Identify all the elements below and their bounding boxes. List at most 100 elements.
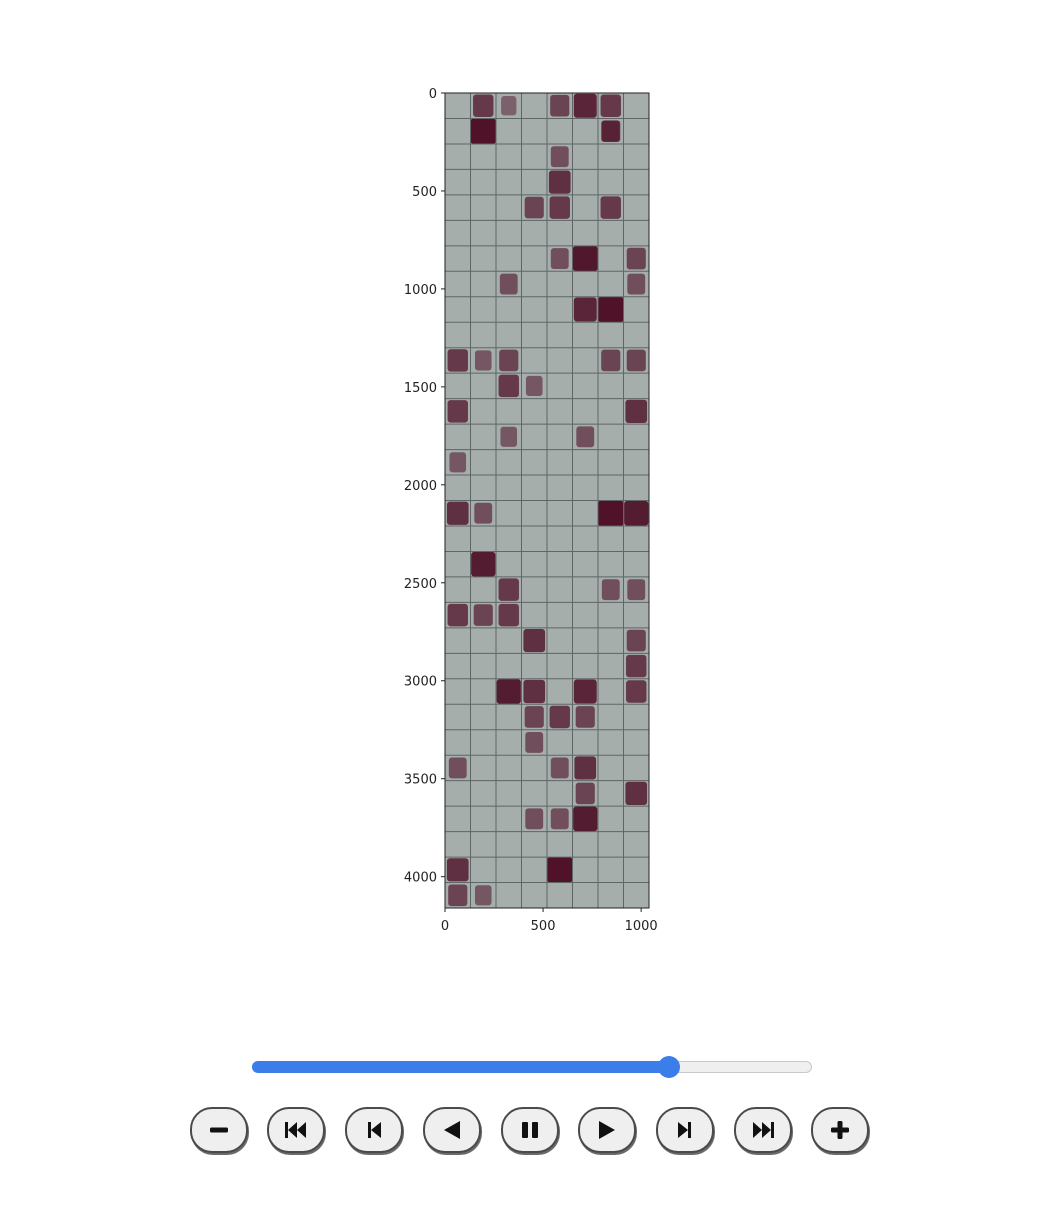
last-frame-button[interactable] [734,1107,792,1153]
filter-tile-highlight [573,93,597,118]
filter-tile-highlight [449,452,467,473]
step-forward-button[interactable] [656,1107,714,1153]
axes-frame [444,92,650,909]
filter-tile-highlight [525,732,544,753]
filter-tile-highlight [473,604,493,626]
filter-tile-highlight [550,94,570,117]
filter-tile-highlight [501,96,517,116]
skip-to-end-icon [753,1122,774,1138]
filter-tile-highlight [575,782,595,805]
first-frame-button[interactable] [267,1107,325,1153]
filter-tile-highlight [447,400,468,423]
filter-tile-highlight [523,628,546,653]
filter-tile-highlight [525,375,543,396]
play-reverse-icon [444,1121,460,1139]
play-icon [599,1121,615,1139]
filter-tile-highlight [496,679,521,704]
filter-tile-highlight [626,349,646,372]
y-tick-label: 3500 [404,773,437,788]
filter-tile-highlight [600,94,621,117]
filter-tile-highlight [600,196,621,219]
filter-tile-highlight [470,118,496,144]
increase-speed-button[interactable] [811,1107,869,1153]
filter-tile-highlight [573,679,597,704]
image-figure: 0 500 1000 1500 2000 2500 3000 3500 4000 0 500 100… [404,87,658,934]
filter-tile-highlight [448,884,468,907]
filter-tile-highlight [573,806,598,832]
slider-thumb[interactable] [658,1056,681,1078]
filter-tile-highlight [525,808,544,830]
filter-tile-highlight [550,808,569,830]
filter-tile-highlight [626,247,646,270]
plus-icon [831,1121,849,1139]
filter-tile-highlight [572,246,598,272]
filter-tile-highlight [523,679,546,704]
filter-tile-highlight [598,296,624,323]
filter-tile-highlight [474,350,492,371]
filter-tile-highlight [601,120,620,142]
filter-tile-highlight [626,654,647,678]
filter-tile-highlight [447,349,468,372]
x-tick-label: 500 [531,919,556,934]
filter-tile-highlight [626,680,647,703]
filter-tile-highlight [446,858,469,882]
filter-tile-highlight [626,629,646,652]
pause-icon [522,1122,538,1138]
minus-icon [210,1127,228,1133]
y-tick-label: 500 [412,185,437,200]
filter-tile-highlight [498,603,519,627]
filter-tile-highlight [550,757,569,779]
filter-tile-highlight [625,399,648,423]
filter-tile-highlight [447,603,468,627]
filter-tile-highlight [624,500,649,526]
filter-tile-highlight [625,781,648,805]
step-back-button[interactable] [345,1107,403,1153]
filter-tile-highlight [549,196,570,219]
step-back-icon [368,1122,381,1138]
filter-tile-highlight [550,146,569,168]
filter-tile-highlight [576,426,595,448]
filter-tile-highlight [498,578,519,601]
filter-tile-highlight [550,248,569,269]
filter-tile-highlight [474,885,492,906]
step-forward-icon [678,1122,691,1138]
pause-button[interactable] [501,1107,559,1153]
skip-to-start-icon [285,1122,306,1138]
play-reverse-button[interactable] [423,1107,481,1153]
filter-tile-highlight [598,500,624,526]
filter-tile-highlight [471,551,496,577]
decrease-speed-button[interactable] [190,1107,248,1153]
y-tick-label: 3000 [404,675,437,690]
y-tick-label: 1000 [404,283,437,298]
filter-tile-highlight [498,374,519,398]
filter-tile-highlight [499,349,519,372]
slider-fill [252,1061,670,1073]
filter-tile-highlight [446,501,469,525]
filter-tile-highlight [473,94,494,117]
y-tick-label: 0 [429,87,437,102]
filter-tile-highlight [547,857,573,883]
filter-tile-highlight [575,706,595,728]
y-tick-label: 2500 [404,577,437,592]
filter-tile-highlight [448,757,467,779]
filter-tile-highlight [601,349,621,372]
filter-tile-highlight [574,756,597,780]
filter-tile-highlight [524,706,544,728]
play-button[interactable] [578,1107,636,1153]
frame-slider[interactable] [252,1056,812,1078]
y-axis: 0 500 1000 1500 2000 2500 3000 3500 4000 [404,87,445,886]
x-tick-label: 0 [441,919,449,934]
filter-tile-highlight [524,196,544,219]
filter-tile-highlight [627,273,646,295]
filter-tile-highlight [499,273,518,295]
image-grid [445,93,649,908]
filter-tile-highlight [549,705,570,729]
y-tick-label: 1500 [404,381,437,396]
filter-tile-highlight [627,579,646,601]
filter-tile-highlight [573,297,597,322]
y-tick-label: 4000 [404,871,437,886]
filter-tile-highlight [601,579,620,601]
filter-tile-highlight [548,170,571,194]
x-tick-label: 1000 [625,919,658,934]
